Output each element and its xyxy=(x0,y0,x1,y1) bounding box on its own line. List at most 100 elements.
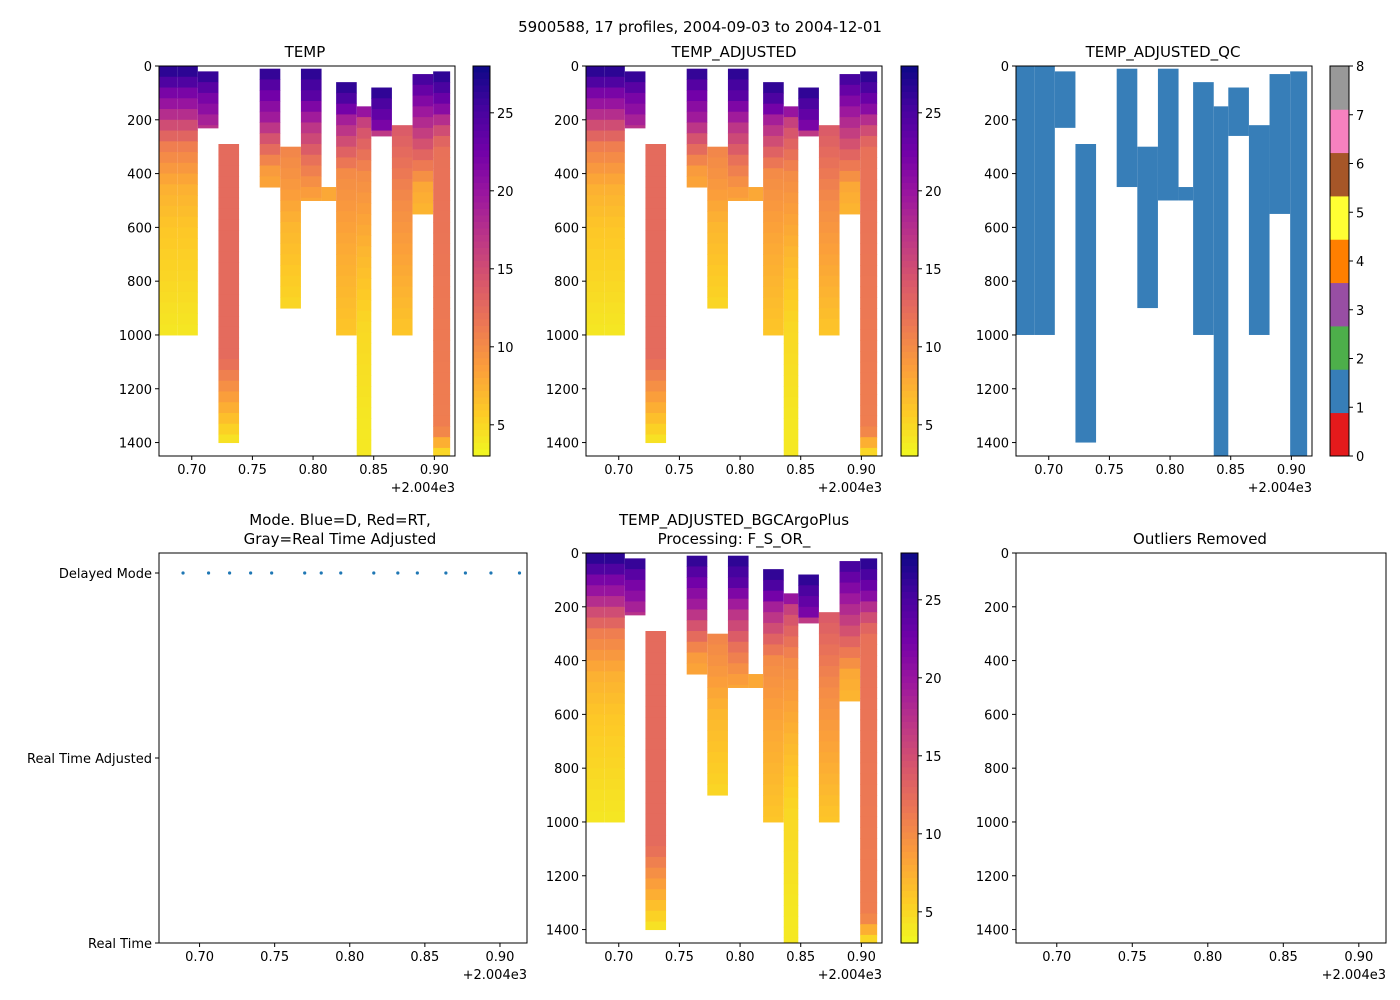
temp-cell xyxy=(433,394,451,406)
bgc-cell xyxy=(860,579,878,592)
bgc-cell xyxy=(839,690,861,702)
temp-cell xyxy=(391,254,413,266)
temp-cell xyxy=(159,270,178,282)
temp-adjusted-colorbar-segment xyxy=(901,105,918,113)
temp-adjusted-cell xyxy=(763,222,784,234)
temp-cell xyxy=(391,157,413,169)
temp-cell xyxy=(300,133,322,145)
temp-colorbar-segment xyxy=(473,111,490,119)
qc-colorbar-segment xyxy=(1330,326,1349,370)
temp-adjusted-cell xyxy=(839,138,861,150)
temp-adjusted-cell xyxy=(604,227,625,239)
panel-title-mode-1: Mode. Blue=D, Red=RT, xyxy=(249,511,431,529)
temp-adjusted-cell xyxy=(624,114,646,126)
mode-xtick-label: 0.90 xyxy=(485,950,514,965)
bgc-cell xyxy=(860,730,878,742)
bgc-cell xyxy=(707,719,728,732)
qc-colorbar-tick-label: 1 xyxy=(1356,401,1364,416)
temp-cell xyxy=(433,157,451,169)
temp-cell xyxy=(218,294,240,306)
temp-adjusted-cell xyxy=(586,248,605,261)
temp-adjusted-cell xyxy=(586,259,605,271)
temp-cell xyxy=(259,90,281,102)
bgc-cell xyxy=(763,644,784,656)
temp-colorbar-segment xyxy=(473,371,490,379)
temp-cell xyxy=(336,135,357,148)
mode-xtick-label: 0.80 xyxy=(335,950,364,965)
temp-adjusted-colorbar-segment xyxy=(901,189,918,197)
temp-adjusted-colorbar-segment xyxy=(901,436,918,444)
temp-cell xyxy=(218,412,240,425)
bgc-cell xyxy=(783,830,799,842)
bgc-colorbar-segment xyxy=(901,787,918,795)
temp-adjusted-cell xyxy=(763,254,784,266)
temp-cell xyxy=(159,119,178,132)
temp-cell xyxy=(159,173,178,185)
temp-cell xyxy=(336,168,357,180)
bgc-cell xyxy=(818,655,840,667)
bgc-cell xyxy=(783,604,799,616)
temp-cell xyxy=(356,300,372,312)
temp-adjusted-cell xyxy=(783,224,799,236)
temp-adjusted-cell xyxy=(686,90,708,102)
temp-adjusted-cell xyxy=(586,109,605,121)
temp-adjusted-ytick-label: 400 xyxy=(554,168,579,183)
temp-adjusted-colorbar-segment xyxy=(901,384,918,392)
temp-cell xyxy=(280,157,301,169)
temp-colorbar-segment xyxy=(473,248,490,256)
temp-adjusted-cell xyxy=(783,267,799,279)
bgc-colorbar-segment xyxy=(901,832,918,840)
temp-adjusted-cell xyxy=(604,216,625,228)
bgc-cell xyxy=(645,792,667,804)
bgc-cell xyxy=(727,598,749,610)
temp-cell xyxy=(300,176,322,188)
bgc-cell xyxy=(783,840,799,853)
temp-adjusted-colorbar-segment xyxy=(901,306,918,314)
mode-point xyxy=(270,571,274,575)
qc-profile xyxy=(1193,82,1214,335)
temp-cell xyxy=(336,243,357,255)
bgc-colorbar-segment xyxy=(901,858,918,866)
temp-cell xyxy=(280,189,301,201)
temp-cell xyxy=(177,302,198,314)
outliers-ytick-label: 1400 xyxy=(976,924,1009,939)
bgc-colorbar-segment xyxy=(901,891,918,899)
temp-cell xyxy=(218,348,240,360)
bgc-cell xyxy=(783,690,799,702)
temp-adjusted-xtick-label: 0.70 xyxy=(604,463,633,478)
bgc-colorbar-segment xyxy=(901,780,918,788)
temp-colorbar-segment xyxy=(473,105,490,113)
temp-adjusted-cell xyxy=(604,184,625,196)
temp-adjusted-colorbar-tick-label: 25 xyxy=(925,107,942,122)
temp-x-offset: +2.004e3 xyxy=(391,481,455,496)
mode-xtick-label: 0.70 xyxy=(185,950,214,965)
temp-adjusted-colorbar-segment xyxy=(901,293,918,301)
bgc-cell xyxy=(586,617,605,629)
bgc-cell xyxy=(586,714,605,726)
bgc-colorbar-segment xyxy=(901,702,918,710)
bgc-cell xyxy=(860,891,878,904)
temp-colorbar-segment xyxy=(473,98,490,106)
temp-colorbar-segment xyxy=(473,79,490,87)
bgc-cell xyxy=(783,765,799,777)
qc-colorbar-segment xyxy=(1330,282,1349,327)
bgc-colorbar-segment xyxy=(901,904,918,912)
temp-adjusted-cell xyxy=(783,235,799,247)
temp-adjusted-cell xyxy=(586,66,605,78)
bgc-cell xyxy=(818,752,840,764)
outliers-xtick-label: 0.80 xyxy=(1193,950,1222,965)
bgc-cell xyxy=(586,649,605,662)
bgc-ytick-label: 200 xyxy=(554,601,579,616)
bgc-cell xyxy=(860,622,878,635)
bgc-cell xyxy=(586,563,605,576)
bgc-ytick-label: 400 xyxy=(554,655,579,670)
temp-cell xyxy=(159,281,178,293)
bgc-cell xyxy=(818,773,840,785)
temp-cell xyxy=(433,243,451,255)
bgc-colorbar-segment xyxy=(901,754,918,762)
temp-cell xyxy=(336,222,357,234)
temp-adjusted-cell xyxy=(604,162,625,175)
mode-point xyxy=(319,571,323,575)
temp-cell xyxy=(259,122,281,134)
temp-adjusted-colorbar-segment xyxy=(901,85,918,93)
